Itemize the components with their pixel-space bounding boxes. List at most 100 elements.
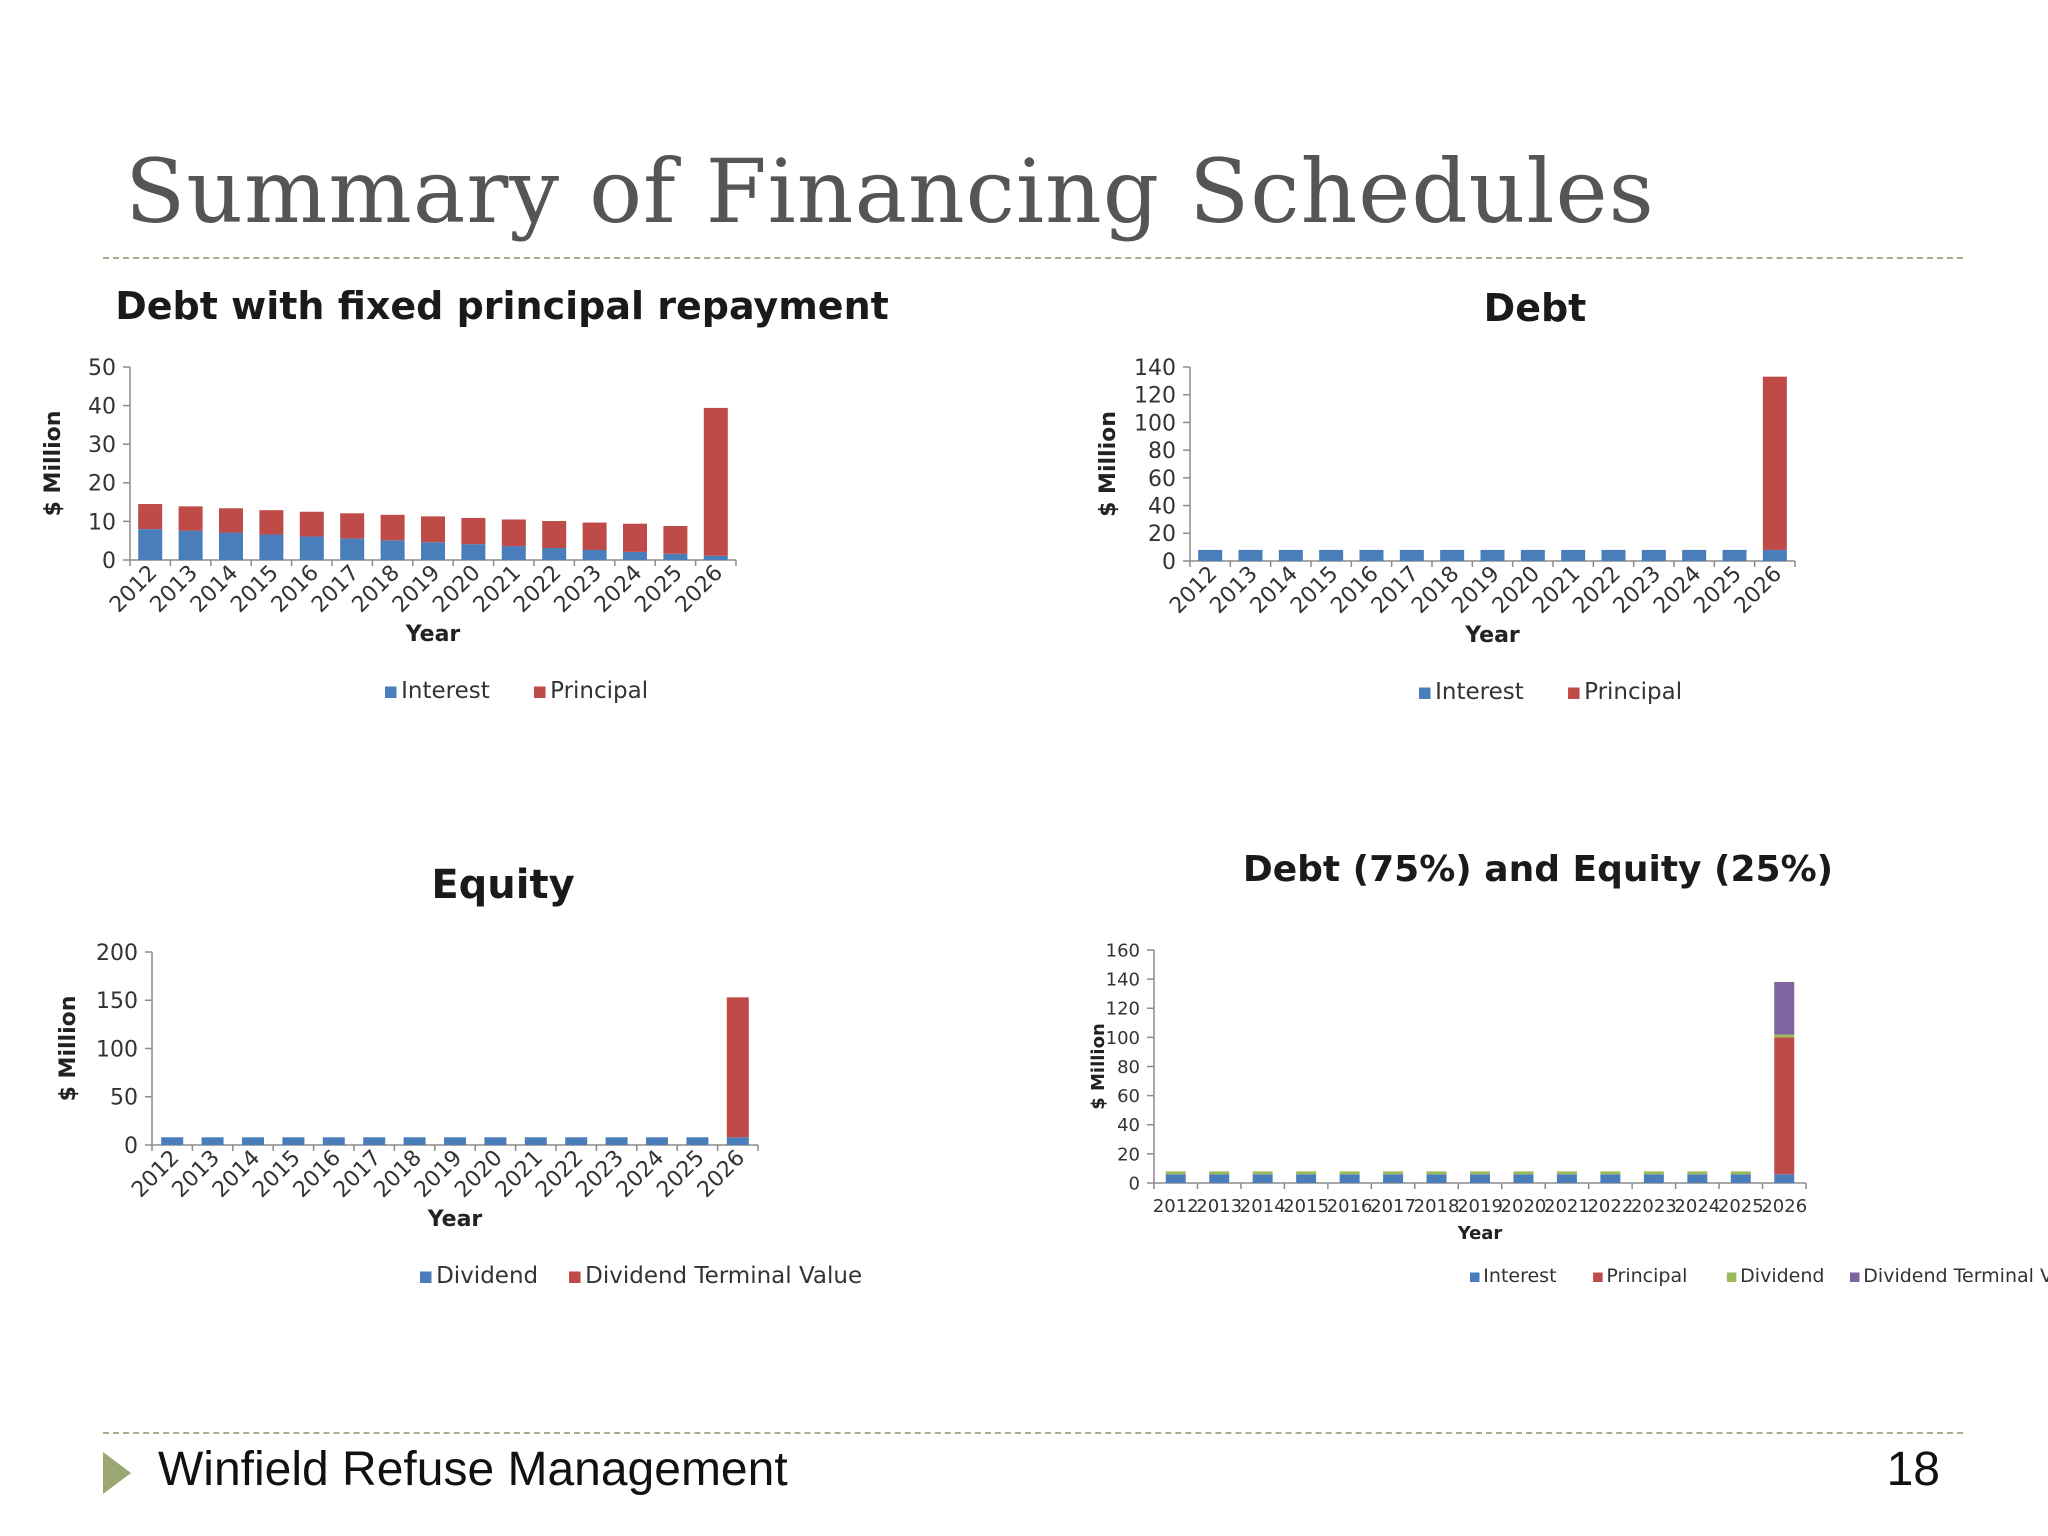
chart-debt-fixed-principal: 0 10 20 30 40 50 $ Million 2012 2013 2014 2015 2016… bbox=[30, 272, 962, 820]
y-tick-label: 120 bbox=[1134, 384, 1176, 409]
bar-principal-2023 bbox=[582, 522, 607, 550]
bar-interest-2015 bbox=[259, 534, 284, 560]
x-tick-label: 2015 bbox=[1283, 1196, 1329, 1217]
y-tick-label: 60 bbox=[1148, 467, 1176, 492]
bar-dividend-2014 bbox=[1252, 1171, 1273, 1175]
y-tick-label: 100 bbox=[1134, 411, 1176, 436]
chart-title: Debt bbox=[1484, 286, 1587, 330]
bar-interest-2015 bbox=[1319, 549, 1344, 561]
bar-interest-2023 bbox=[1641, 549, 1666, 561]
chart-debt: 0 20 40 60 80 100 120 140 $ Million 2012 2013 2014 2… bbox=[1075, 272, 2033, 827]
bar-interest-2017 bbox=[1383, 1174, 1404, 1183]
legend-label-principal: Principal bbox=[1584, 679, 1682, 705]
bar-dividend-2026 bbox=[726, 1137, 749, 1145]
bar-interest-2012 bbox=[138, 529, 163, 560]
legend: Interest Principal Dividend Dividend Termin… bbox=[1470, 1265, 2048, 1287]
y-tick-label: 160 bbox=[1106, 940, 1140, 961]
x-tick-label: 2021 bbox=[1544, 1196, 1590, 1217]
footer-text: Winfield Refuse Management bbox=[158, 1443, 788, 1496]
bar-interest-2012 bbox=[1165, 1174, 1186, 1183]
bar-interest-2014 bbox=[1252, 1174, 1273, 1183]
bar-dividend-2012 bbox=[161, 1137, 184, 1145]
bar-principal-2013 bbox=[178, 506, 203, 531]
y-axis-label: $ Million bbox=[56, 996, 81, 1102]
bar-dividend-2024 bbox=[646, 1137, 668, 1145]
bar-principal-2018 bbox=[380, 514, 405, 541]
legend-swatch-principal bbox=[534, 686, 546, 698]
bar-dividend-2015 bbox=[1296, 1171, 1317, 1175]
bar-interest-2024 bbox=[623, 551, 647, 560]
chart-debt-and-equity: 0 20 40 60 80 100 120 140 160 $ Million 2012 2013 20… bbox=[1072, 849, 2048, 1418]
bar-dividend-2016 bbox=[1339, 1171, 1360, 1175]
y-tick-label: 150 bbox=[96, 989, 138, 1014]
y-tick-label: 30 bbox=[88, 433, 116, 458]
legend-swatch-interest bbox=[385, 686, 397, 698]
bar-principal-2019 bbox=[421, 516, 445, 543]
y-tick-label: 200 bbox=[96, 941, 138, 966]
bar-dividend-2025 bbox=[686, 1137, 709, 1145]
legend-label-interest: Interest bbox=[401, 678, 490, 704]
x-tick-label: 2026 bbox=[1761, 1196, 1807, 1217]
bar-principal-2014 bbox=[219, 508, 243, 533]
legend-label-dividend: Dividend bbox=[436, 1263, 538, 1289]
bar-interest-2026 bbox=[1762, 549, 1787, 561]
bar-dividend-terminal-value-2026 bbox=[726, 997, 749, 1138]
y-tick-label: 140 bbox=[1106, 970, 1140, 991]
bar-interest-2018 bbox=[1440, 549, 1465, 561]
chart-title: Debt (75%) and Equity (25%) bbox=[1243, 849, 1833, 890]
bar-interest-2023 bbox=[1643, 1174, 1664, 1183]
bar-interest-2020 bbox=[461, 544, 486, 560]
y-tick-label: 100 bbox=[1106, 1028, 1140, 1049]
chart-equity: 0 50 100 150 200 $ Million 2012 2013 2014 2015 201… bbox=[30, 857, 980, 1417]
bar-dividend-2023 bbox=[1643, 1171, 1664, 1175]
bar-interest-2019 bbox=[1470, 1174, 1490, 1183]
legend-swatch-dividend bbox=[1726, 1272, 1737, 1282]
bar-dividend-2017 bbox=[363, 1137, 386, 1145]
y-tick-label: 120 bbox=[1106, 999, 1140, 1020]
bar-dividend-2016 bbox=[322, 1137, 345, 1145]
x-axis-label: Year bbox=[1457, 1223, 1503, 1244]
x-tick-label: 2019 bbox=[1457, 1196, 1503, 1217]
x-tick-label: 2026 bbox=[693, 1146, 750, 1203]
bar-dividend-2022 bbox=[565, 1137, 588, 1145]
bar-dividend-2018 bbox=[1426, 1171, 1447, 1175]
bar-dividend-2017 bbox=[1383, 1171, 1404, 1175]
legend-label-interest: Interest bbox=[1435, 679, 1524, 705]
bar-interest-2021 bbox=[1556, 1174, 1577, 1183]
bar-dividend-2023 bbox=[605, 1137, 628, 1145]
y-axis-label: $ Million bbox=[1096, 411, 1121, 517]
y-tick-label: 20 bbox=[88, 472, 116, 497]
legend-label-principal: Principal bbox=[1606, 1265, 1687, 1287]
bar-interest-2021 bbox=[501, 546, 526, 560]
y-tick-label: 0 bbox=[124, 1134, 138, 1159]
slide-title: Summary of Financing Schedules bbox=[125, 140, 1655, 243]
top-divider bbox=[103, 257, 1963, 259]
x-tick-label: 2026 bbox=[671, 561, 728, 618]
bar-dividend-2015 bbox=[282, 1137, 305, 1145]
x-tick-label: 2016 bbox=[1327, 1196, 1373, 1217]
bar-interest-2014 bbox=[219, 532, 243, 560]
y-tick-label: 60 bbox=[1117, 1086, 1140, 1107]
bar-interest-2019 bbox=[1480, 549, 1505, 561]
bar-principal-2022 bbox=[542, 521, 567, 549]
bar-dividend-2012 bbox=[1165, 1171, 1186, 1175]
bar-interest-2016 bbox=[1339, 1174, 1360, 1183]
bar-interest-2020 bbox=[1520, 549, 1545, 561]
bar-principal-2021 bbox=[501, 519, 526, 547]
bar-interest-2013 bbox=[1238, 549, 1263, 561]
bar-dividend-2022 bbox=[1600, 1171, 1621, 1175]
bar-principal-2016 bbox=[299, 511, 324, 537]
x-tick-label: 2012 bbox=[1153, 1196, 1199, 1217]
y-tick-label: 0 bbox=[1129, 1173, 1140, 1194]
x-tick-label: 2013 bbox=[1196, 1196, 1242, 1217]
legend-label-principal: Principal bbox=[550, 678, 648, 704]
bar-principal-2024 bbox=[623, 523, 647, 552]
legend-label-interest: Interest bbox=[1483, 1265, 1556, 1287]
legend-swatch-interest bbox=[1419, 687, 1431, 699]
bar-dividend-2018 bbox=[403, 1137, 426, 1145]
bar-principal-2026 bbox=[703, 407, 728, 556]
bar-principal-2017 bbox=[340, 513, 365, 539]
